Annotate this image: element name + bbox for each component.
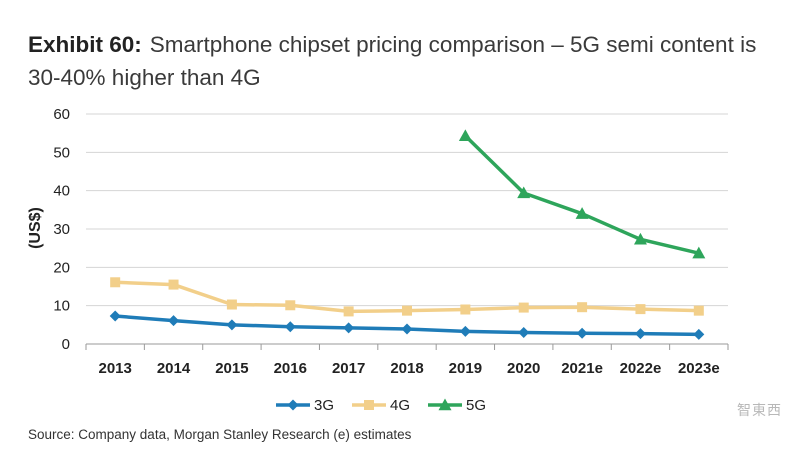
- x-tick-label: 2023e: [678, 360, 720, 377]
- data-point-5g: [575, 207, 589, 219]
- data-point-5g: [633, 232, 647, 245]
- x-axis: 2013 2014 2015 2016 2017 2018 2019 2020 2021e 202…: [85, 343, 729, 377]
- data-point-3g: [284, 321, 296, 333]
- data-point-3g: [226, 319, 238, 331]
- data-point-3g: [168, 315, 180, 327]
- watermark-logo: 智東西: [737, 402, 782, 418]
- data-point-3g: [343, 322, 355, 334]
- data-point-3g: [693, 328, 705, 340]
- y-tick-label: 40: [53, 183, 70, 200]
- legend-label-3g: 3G: [314, 397, 334, 414]
- y-tick-label: 0: [62, 336, 70, 353]
- data-point-3g: [109, 310, 121, 322]
- title-text: Smartphone chipset pricing comparison – …: [28, 32, 757, 90]
- grid-lines: [86, 113, 728, 307]
- y-axis-ticks: 0 10 20 30 40 50 60: [53, 106, 70, 353]
- y-tick-label: 30: [53, 221, 70, 238]
- data-point-4g: [168, 279, 179, 290]
- data-point-5g: [458, 129, 472, 142]
- x-tick-label: 2014: [157, 360, 191, 377]
- data-point-4g: [285, 300, 296, 311]
- y-tick-label: 50: [53, 144, 70, 161]
- x-tick-label: 2021e: [561, 360, 603, 377]
- y-tick-label: 10: [53, 298, 70, 315]
- data-point-4g: [226, 299, 237, 310]
- legend-marker-5g: [438, 398, 452, 411]
- data-point-4g: [577, 302, 588, 313]
- data-point-3g: [459, 325, 471, 337]
- x-tick-label: 2015: [215, 360, 248, 377]
- data-point-4g: [518, 302, 529, 313]
- y-tick-label: 20: [53, 259, 70, 276]
- data-point-4g: [402, 305, 412, 316]
- data-point-4g: [460, 304, 471, 315]
- legend-label-4g: 4G: [390, 397, 410, 414]
- x-tick-label: 2020: [507, 360, 540, 377]
- data-point-3g: [576, 327, 588, 339]
- data-point-4g: [110, 277, 121, 288]
- legend-marker-4g: [364, 400, 374, 410]
- legend: 3G 4G 5G: [276, 397, 486, 414]
- source-note: Source: Company data, Morgan Stanley Res…: [28, 427, 412, 442]
- legend-label-5g: 5G: [466, 397, 486, 414]
- series-lines: [109, 129, 706, 340]
- data-point-5g: [517, 186, 531, 199]
- data-point-3g: [518, 327, 530, 338]
- data-point-4g: [635, 304, 646, 315]
- data-point-4g: [693, 305, 704, 316]
- data-point-5g: [692, 246, 706, 259]
- series-line-5g: [464, 134, 700, 255]
- data-point-3g: [634, 328, 646, 340]
- x-tick-label: 2022e: [620, 360, 662, 377]
- data-point-4g: [343, 306, 354, 317]
- y-axis-label: (US$): [27, 207, 44, 249]
- exhibit-label: Exhibit 60:: [28, 32, 142, 57]
- data-point-3g: [401, 323, 413, 335]
- x-tick-label: 2017: [332, 360, 365, 377]
- x-tick-label: 2016: [274, 360, 307, 377]
- x-tick-label: 2018: [390, 360, 423, 377]
- x-tick-label: 2019: [449, 360, 482, 377]
- chart-title: Exhibit 60: Smartphone chipset pricing co…: [28, 28, 768, 94]
- y-tick-label: 60: [53, 106, 70, 123]
- x-tick-label: 2013: [98, 360, 131, 377]
- legend-marker-3g: [287, 399, 299, 411]
